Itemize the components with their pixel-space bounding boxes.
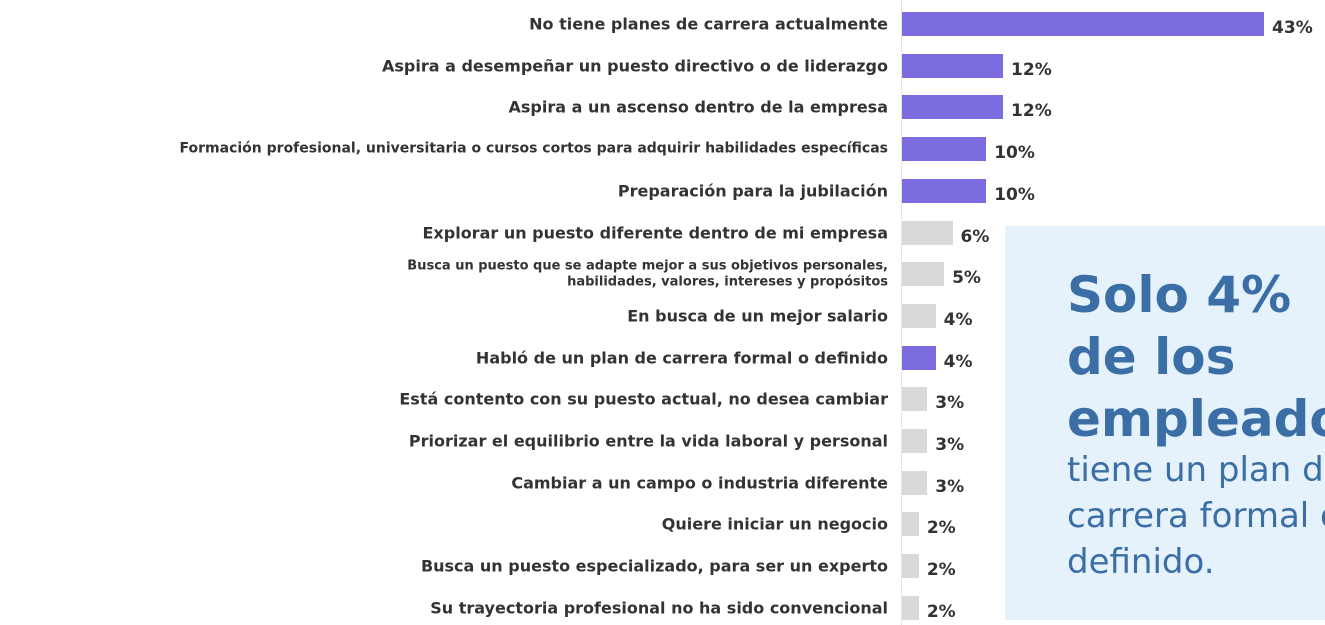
bar [902,595,919,620]
category-label: Aspira a un ascenso dentro de la empresa [508,97,888,117]
category-label: Su trayectoria profesional no ha sido co… [430,598,888,618]
category-label: No tiene planes de carrera actualmente [529,14,888,34]
bar [902,53,1004,78]
value-label: 3% [935,476,965,497]
callout-text: carrera formal o [1067,496,1325,536]
bar [902,429,928,453]
category-label: Busca un puesto especializado, para ser … [420,556,888,576]
value-label: 5% [952,268,981,289]
bar [902,137,987,162]
bar [902,470,928,495]
callout-text: tiene un plan de [1067,450,1325,490]
category-label: Quiere iniciar un negocio [661,514,888,534]
category-label: Explorar un puesto diferente dentro de m… [422,222,889,242]
value-label: 10% [994,184,1035,205]
axis-line [901,0,902,625]
value-label: 2% [926,601,956,622]
value-label: 12% [1011,59,1052,80]
bar [902,12,1265,36]
category-label: Formación profesional, universitaria o c… [179,140,888,157]
category-label: Aspira a desempeñar un puesto directivo … [382,56,888,76]
bar [902,220,953,245]
category-label: Preparación para la jubilación [617,181,888,201]
callout-text: definido. [1067,542,1215,582]
bar [902,303,936,328]
category-label: Busca un puesto que se adapte mejor a su… [407,258,888,290]
bar [902,554,919,579]
category-label: Cambiar a un campo o industria diferente [511,473,888,493]
bar [902,387,928,412]
callout-heading: Solo 4% [1067,266,1292,324]
bar [902,95,1004,120]
callout-heading: empleados [1067,390,1325,448]
value-label: 4% [943,309,973,330]
callout: Solo 4%de losempleadostiene un plan de ca… [1005,226,1325,620]
value-label: 43% [1272,18,1313,38]
value-label: 3% [935,393,965,414]
category-label: Priorizar el equilibrio entre la vida la… [408,431,888,451]
bar [902,262,945,287]
bar [902,178,987,203]
value-label: 2% [926,518,956,539]
value-label: 2% [926,560,956,581]
category-label: Habló de un plan de carrera formal o def… [475,348,888,367]
value-label: 12% [1011,101,1052,122]
value-label: 3% [935,435,965,455]
category-label: Está contento con su puesto actual, no d… [399,389,888,409]
bar [902,345,936,370]
bar [902,512,919,537]
category-label: En busca de un mejor salario [627,306,888,326]
value-label: 4% [943,351,973,372]
value-label: 6% [960,226,990,247]
value-label: 10% [994,143,1035,164]
callout-heading: de los [1067,328,1236,386]
